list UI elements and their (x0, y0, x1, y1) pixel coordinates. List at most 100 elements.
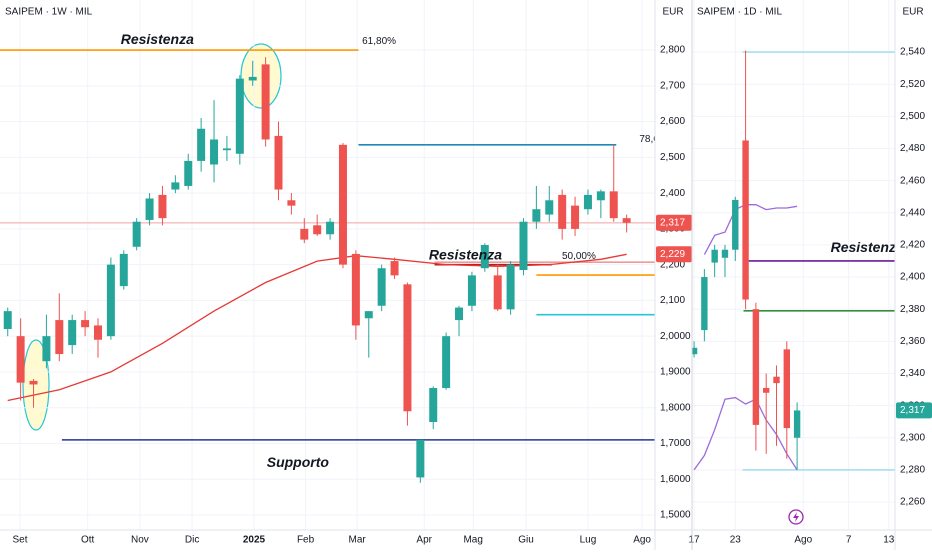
candle-body (235, 78, 244, 154)
candle (711, 244, 718, 278)
candle (783, 341, 790, 459)
candle-body (762, 387, 770, 393)
candle (145, 193, 154, 226)
y-tick-label: 2,280 (900, 465, 925, 476)
candle (519, 218, 528, 276)
panel-title: SAIPEM · 1W · MIL (5, 7, 93, 18)
candle-body (364, 311, 373, 319)
candle (609, 144, 618, 222)
y-tick-label: 2,260 (900, 497, 925, 508)
y-tick-label: 1,5000 (660, 510, 691, 521)
candle (313, 214, 322, 237)
candle-body (16, 336, 25, 383)
candle-body (752, 309, 760, 425)
candle-body (81, 320, 90, 328)
candle (571, 196, 580, 237)
y-tick-label: 2,500 (660, 152, 685, 163)
candle (171, 175, 180, 194)
price-label-box (656, 214, 692, 231)
y-tick-label: 1,6000 (660, 474, 691, 485)
fib-label: 61,80% (362, 36, 396, 47)
candle (68, 314, 77, 355)
panel: Resistenza Resistenza Supporto 61,80% 78,60%… (0, 0, 692, 546)
x-tick-label: 17 (688, 535, 700, 546)
candle (793, 402, 801, 470)
candle-body (416, 439, 425, 478)
price-label: 2,317 (660, 217, 685, 228)
candle-body (119, 253, 128, 287)
candle (721, 244, 729, 278)
candle (701, 269, 708, 342)
candle-body (377, 268, 386, 306)
panel-title: SAIPEM · 1D · MIL (697, 7, 782, 18)
candle-body (287, 200, 296, 206)
y-tick-label: 2,400 (660, 188, 685, 199)
candle (197, 118, 206, 172)
plot: Resistenza Resistenza Supporto 61,80% 78,60%… (0, 31, 655, 483)
candle-body (732, 199, 739, 250)
candle (261, 57, 270, 147)
candle (493, 264, 502, 312)
candle (248, 60, 257, 86)
candle-body (545, 200, 554, 215)
y-tick-label: 2,800 (660, 45, 685, 56)
annotation: Resistenza (429, 246, 502, 262)
candle-body (493, 275, 502, 310)
candle-body (29, 380, 38, 385)
candle-body (3, 311, 12, 330)
plot: Resistenza (692, 50, 904, 471)
candle-body (55, 320, 64, 355)
candle-body (692, 347, 698, 355)
candle (467, 271, 476, 312)
alert-icon[interactable] (788, 509, 804, 525)
candle-body (313, 225, 322, 235)
candle (532, 185, 541, 229)
candle-body (609, 191, 618, 219)
candle-body (338, 144, 347, 265)
price-label-box (656, 246, 692, 263)
x-tick-label: Nov (131, 535, 149, 546)
x-tick-label: Ago (794, 535, 812, 546)
indicator-line (703, 204, 798, 255)
candle (480, 243, 489, 272)
candle-body (261, 64, 270, 140)
annotation: Resistenza (121, 31, 194, 47)
highlight (240, 43, 282, 109)
candle (773, 365, 780, 446)
grid (692, 0, 895, 530)
y-tick-label: 1,7000 (660, 438, 691, 449)
candle-body (532, 209, 541, 222)
y-tick-label: 2,500 (900, 111, 925, 122)
currency-label: EUR (662, 7, 683, 18)
candle-body (403, 284, 412, 412)
candle-body (106, 264, 115, 337)
candle (596, 189, 605, 219)
fib-label: 50,00% (562, 251, 596, 262)
candle-body (274, 135, 283, 190)
candle-body (442, 336, 451, 389)
candle-body (210, 139, 219, 165)
candle (235, 75, 244, 165)
y-tick-label: 2,360 (900, 336, 925, 347)
candle-body (429, 388, 438, 422)
candle (732, 196, 739, 261)
candle-body (519, 221, 528, 271)
candle-body (721, 249, 729, 258)
candle-body (773, 376, 780, 384)
candle-body (467, 275, 476, 306)
candle (506, 261, 515, 315)
annotation: Resistenza (831, 239, 904, 255)
candle-body (622, 218, 631, 223)
candle (93, 318, 102, 358)
candle (326, 218, 335, 240)
x-tick-label: Set (12, 535, 27, 546)
candle (429, 386, 438, 430)
x-tick-label: Ott (81, 535, 95, 546)
y-tick-label: 2,400 (900, 272, 925, 283)
candle-body (222, 148, 231, 151)
indicator-line (693, 396, 798, 471)
candle (442, 332, 451, 390)
